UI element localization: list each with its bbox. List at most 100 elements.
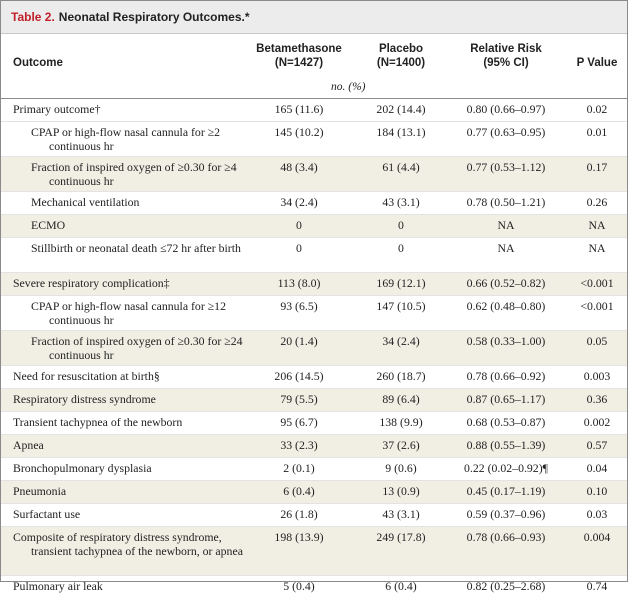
outcome-cell: Fraction of inspired oxygen of ≥0.30 for… bbox=[31, 334, 243, 362]
header-line: Betamethasone bbox=[256, 43, 342, 55]
p-value-cell: 0.17 bbox=[586, 160, 608, 174]
placebo-cell: 89 (6.4) bbox=[382, 392, 420, 406]
relative-risk-cell: 0.22 (0.02–0.92)¶ bbox=[464, 461, 548, 475]
units-label: no. (%) bbox=[331, 81, 366, 93]
header-line: (N=1427) bbox=[274, 57, 324, 69]
betamethasone-cell: 5 (0.4) bbox=[283, 579, 315, 593]
table-body: Primary outcome† 165 (11.6) 202 (14.4) 0… bbox=[1, 99, 627, 598]
outcome-cell: Bronchopulmonary dysplasia bbox=[13, 461, 152, 475]
table-row: Respiratory distress syndrome 79 (5.5) 8… bbox=[1, 389, 627, 412]
placebo-cell: 9 (0.6) bbox=[385, 461, 417, 475]
header-outcome: Outcome bbox=[13, 57, 63, 69]
betamethasone-cell: 206 (14.5) bbox=[274, 369, 324, 383]
table-row: ECMO 0 0 NA NA bbox=[1, 215, 627, 238]
placebo-cell: 0 bbox=[398, 241, 404, 255]
relative-risk-cell: 0.80 (0.66–0.97) bbox=[466, 102, 546, 116]
betamethasone-cell: 2 (0.1) bbox=[283, 461, 315, 475]
outcome-cell: Apnea bbox=[13, 438, 44, 452]
outcome-cell: Surfactant use bbox=[13, 507, 81, 521]
placebo-cell: 61 (4.4) bbox=[382, 160, 420, 174]
placebo-cell: 13 (0.9) bbox=[382, 484, 420, 498]
p-value-cell: <0.001 bbox=[580, 299, 614, 313]
placebo-cell: 34 (2.4) bbox=[382, 334, 420, 348]
p-value-cell: 0.36 bbox=[586, 392, 608, 406]
placebo-cell: 43 (3.1) bbox=[382, 507, 420, 521]
p-value-cell: 0.02 bbox=[586, 102, 608, 116]
p-value-cell: 0.003 bbox=[583, 369, 611, 383]
relative-risk-cell: 0.66 (0.52–0.82) bbox=[466, 276, 546, 290]
outcome-cell: Respiratory distress syndrome bbox=[13, 392, 156, 406]
outcome-cell: Primary outcome† bbox=[13, 102, 101, 116]
relative-risk-cell: NA bbox=[497, 218, 515, 232]
outcome-cell: CPAP or high-flow nasal cannula for ≥2 c… bbox=[31, 125, 221, 153]
betamethasone-cell: 6 (0.4) bbox=[283, 484, 315, 498]
placebo-cell: 37 (2.6) bbox=[382, 438, 420, 452]
betamethasone-cell: 34 (2.4) bbox=[280, 195, 318, 209]
relative-risk-cell: NA bbox=[497, 241, 515, 255]
header-betamethasone: Betamethasone (N=1427) bbox=[249, 42, 349, 70]
relative-risk-cell: 0.78 (0.66–0.92) bbox=[466, 369, 546, 383]
outcome-cell: Pulmonary air leak bbox=[13, 579, 103, 593]
header-placebo: Placebo (N=1400) bbox=[353, 42, 449, 70]
placebo-cell: 138 (9.9) bbox=[379, 415, 423, 429]
betamethasone-cell: 95 (6.7) bbox=[280, 415, 318, 429]
placebo-cell: 6 (0.4) bbox=[385, 579, 417, 593]
table-title: Table 2. Neonatal Respiratory Outcomes.* bbox=[1, 1, 627, 34]
p-value-cell: 0.002 bbox=[583, 415, 611, 429]
p-value-cell: 0.03 bbox=[586, 507, 608, 521]
betamethasone-cell: 145 (10.2) bbox=[274, 125, 324, 139]
relative-risk-cell: 0.58 (0.33–1.00) bbox=[466, 334, 546, 348]
outcome-cell: Pneumonia bbox=[13, 484, 67, 498]
table-header: Outcome Betamethasone (N=1427) Placebo (… bbox=[1, 34, 627, 80]
table-row: Primary outcome† 165 (11.6) 202 (14.4) 0… bbox=[1, 99, 627, 122]
relative-risk-cell: 0.78 (0.66–0.93) bbox=[466, 530, 546, 544]
table-row: Fraction of inspired oxygen of ≥0.30 for… bbox=[1, 157, 627, 192]
placebo-cell: 202 (14.4) bbox=[376, 102, 426, 116]
betamethasone-cell: 165 (11.6) bbox=[274, 102, 324, 116]
table-row: CPAP or high-flow nasal cannula for ≥2 c… bbox=[1, 122, 627, 157]
p-value-cell: 0.004 bbox=[583, 530, 611, 544]
header-p-value: P Value bbox=[576, 57, 618, 69]
header-line: (N=1400) bbox=[376, 57, 426, 69]
relative-risk-cell: 0.45 (0.17–1.19) bbox=[466, 484, 546, 498]
table-row: Bronchopulmonary dysplasia 2 (0.1) 9 (0.… bbox=[1, 458, 627, 481]
p-value-cell: 0.10 bbox=[586, 484, 608, 498]
outcome-cell: CPAP or high-flow nasal cannula for ≥12 … bbox=[31, 299, 226, 327]
relative-risk-cell: 0.88 (0.55–1.39) bbox=[466, 438, 546, 452]
outcome-cell: Composite of respiratory distress syndro… bbox=[13, 530, 243, 558]
table-row: Mechanical ventilation 34 (2.4) 43 (3.1)… bbox=[1, 192, 627, 215]
betamethasone-cell: 198 (13.9) bbox=[274, 530, 324, 544]
betamethasone-cell: 33 (2.3) bbox=[280, 438, 318, 452]
outcome-cell: Fraction of inspired oxygen of ≥0.30 for… bbox=[31, 160, 237, 188]
relative-risk-cell: 0.78 (0.50–1.21) bbox=[466, 195, 546, 209]
betamethasone-cell: 0 bbox=[296, 218, 302, 232]
table-number: Table 2. bbox=[11, 10, 55, 24]
placebo-cell: 0 bbox=[398, 218, 404, 232]
relative-risk-cell: 0.82 (0.25–2.68) bbox=[466, 579, 546, 593]
table-row: Composite of respiratory distress syndro… bbox=[1, 527, 627, 576]
p-value-cell: 0.01 bbox=[586, 125, 608, 139]
betamethasone-cell: 48 (3.4) bbox=[280, 160, 318, 174]
placebo-cell: 43 (3.1) bbox=[382, 195, 420, 209]
table-row: Transient tachypnea of the newborn 95 (6… bbox=[1, 412, 627, 435]
p-value-cell: 0.26 bbox=[586, 195, 608, 209]
header-line: Placebo bbox=[378, 43, 424, 55]
placebo-cell: 169 (12.1) bbox=[376, 276, 426, 290]
outcome-cell: Transient tachypnea of the newborn bbox=[13, 415, 183, 429]
outcome-cell: ECMO bbox=[31, 218, 66, 232]
header-line: (95% CI) bbox=[483, 57, 529, 69]
table-row: Need for resuscitation at birth§ 206 (14… bbox=[1, 366, 627, 389]
table-row: CPAP or high-flow nasal cannula for ≥12 … bbox=[1, 296, 627, 331]
p-value-cell: NA bbox=[588, 218, 606, 232]
outcome-cell: Mechanical ventilation bbox=[31, 195, 140, 209]
betamethasone-cell: 93 (6.5) bbox=[280, 299, 318, 313]
outcome-cell: Severe respiratory complication‡ bbox=[13, 276, 170, 290]
relative-risk-cell: 0.62 (0.48–0.80) bbox=[466, 299, 546, 313]
header-line: Relative Risk bbox=[470, 43, 542, 55]
relative-risk-cell: 0.77 (0.53–1.12) bbox=[466, 160, 546, 174]
p-value-cell: <0.001 bbox=[580, 276, 614, 290]
header-relative-risk: Relative Risk (95% CI) bbox=[441, 42, 571, 70]
betamethasone-cell: 20 (1.4) bbox=[280, 334, 318, 348]
units-row: no. (%) bbox=[1, 80, 627, 99]
